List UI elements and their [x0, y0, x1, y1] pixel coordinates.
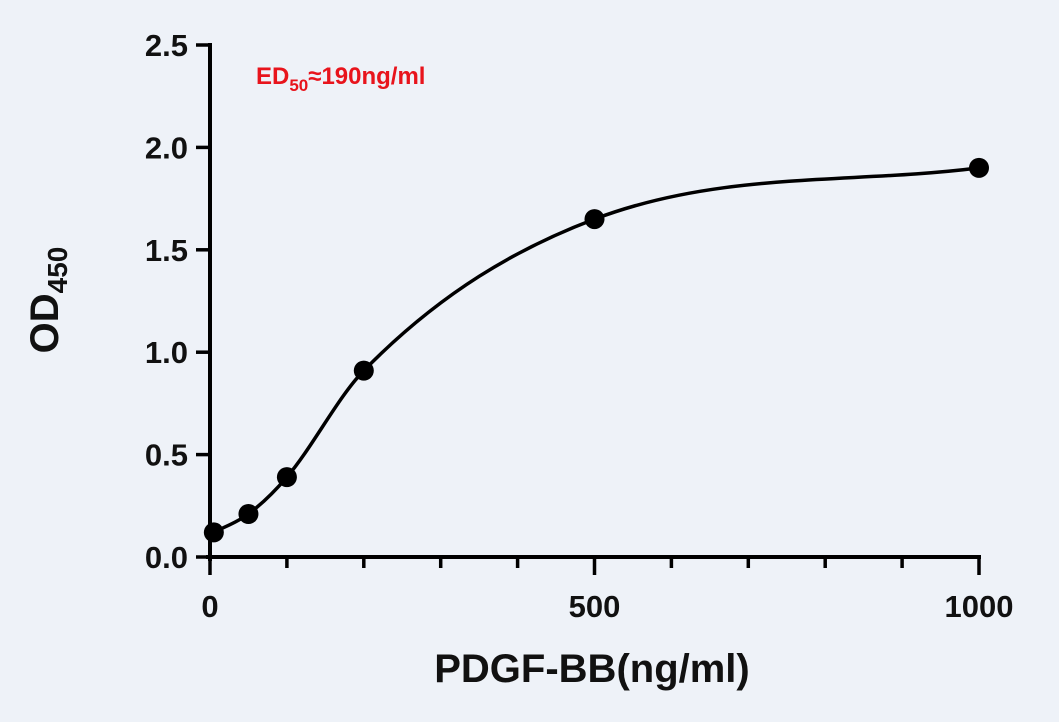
x-tick-label: 500: [569, 589, 621, 624]
y-axis-title-subscript: 450: [42, 247, 73, 294]
y-tick-label: 0.5: [145, 438, 188, 473]
y-axis-title: OD450: [23, 247, 73, 354]
x-tick-label: 1000: [945, 589, 1014, 624]
data-point: [353, 360, 374, 381]
data-point: [969, 157, 989, 178]
y-tick-label: 1.5: [145, 233, 188, 268]
y-tick-label: 1.0: [145, 335, 188, 370]
data-point: [276, 467, 297, 488]
ed50-annotation-subscript: 50: [289, 76, 308, 95]
x-tick-label: 0: [201, 589, 218, 624]
data-point: [584, 209, 605, 230]
y-tick-label: 2.5: [145, 28, 188, 63]
data-point: [238, 503, 259, 524]
ed50-annotation-value: ≈190ng/ml: [308, 63, 425, 90]
ed50-annotation: ED50≈190ng/ml: [256, 63, 425, 95]
y-axis-title-main: OD: [23, 293, 67, 353]
axes: [206, 43, 981, 561]
y-tick-label: 0.0: [145, 540, 188, 575]
data-points: [203, 157, 989, 543]
axis-ticks: [196, 43, 981, 575]
axis-tick-labels: 0.0 0.5 1.0 1.5 2.0 2.5 0 500 1000: [145, 28, 1014, 624]
y-tick-label: 2.0: [145, 130, 188, 165]
x-axis-title: PDGF-BB(ng/ml): [434, 647, 750, 691]
data-point: [203, 522, 224, 543]
ed50-annotation-main: ED: [256, 63, 289, 90]
